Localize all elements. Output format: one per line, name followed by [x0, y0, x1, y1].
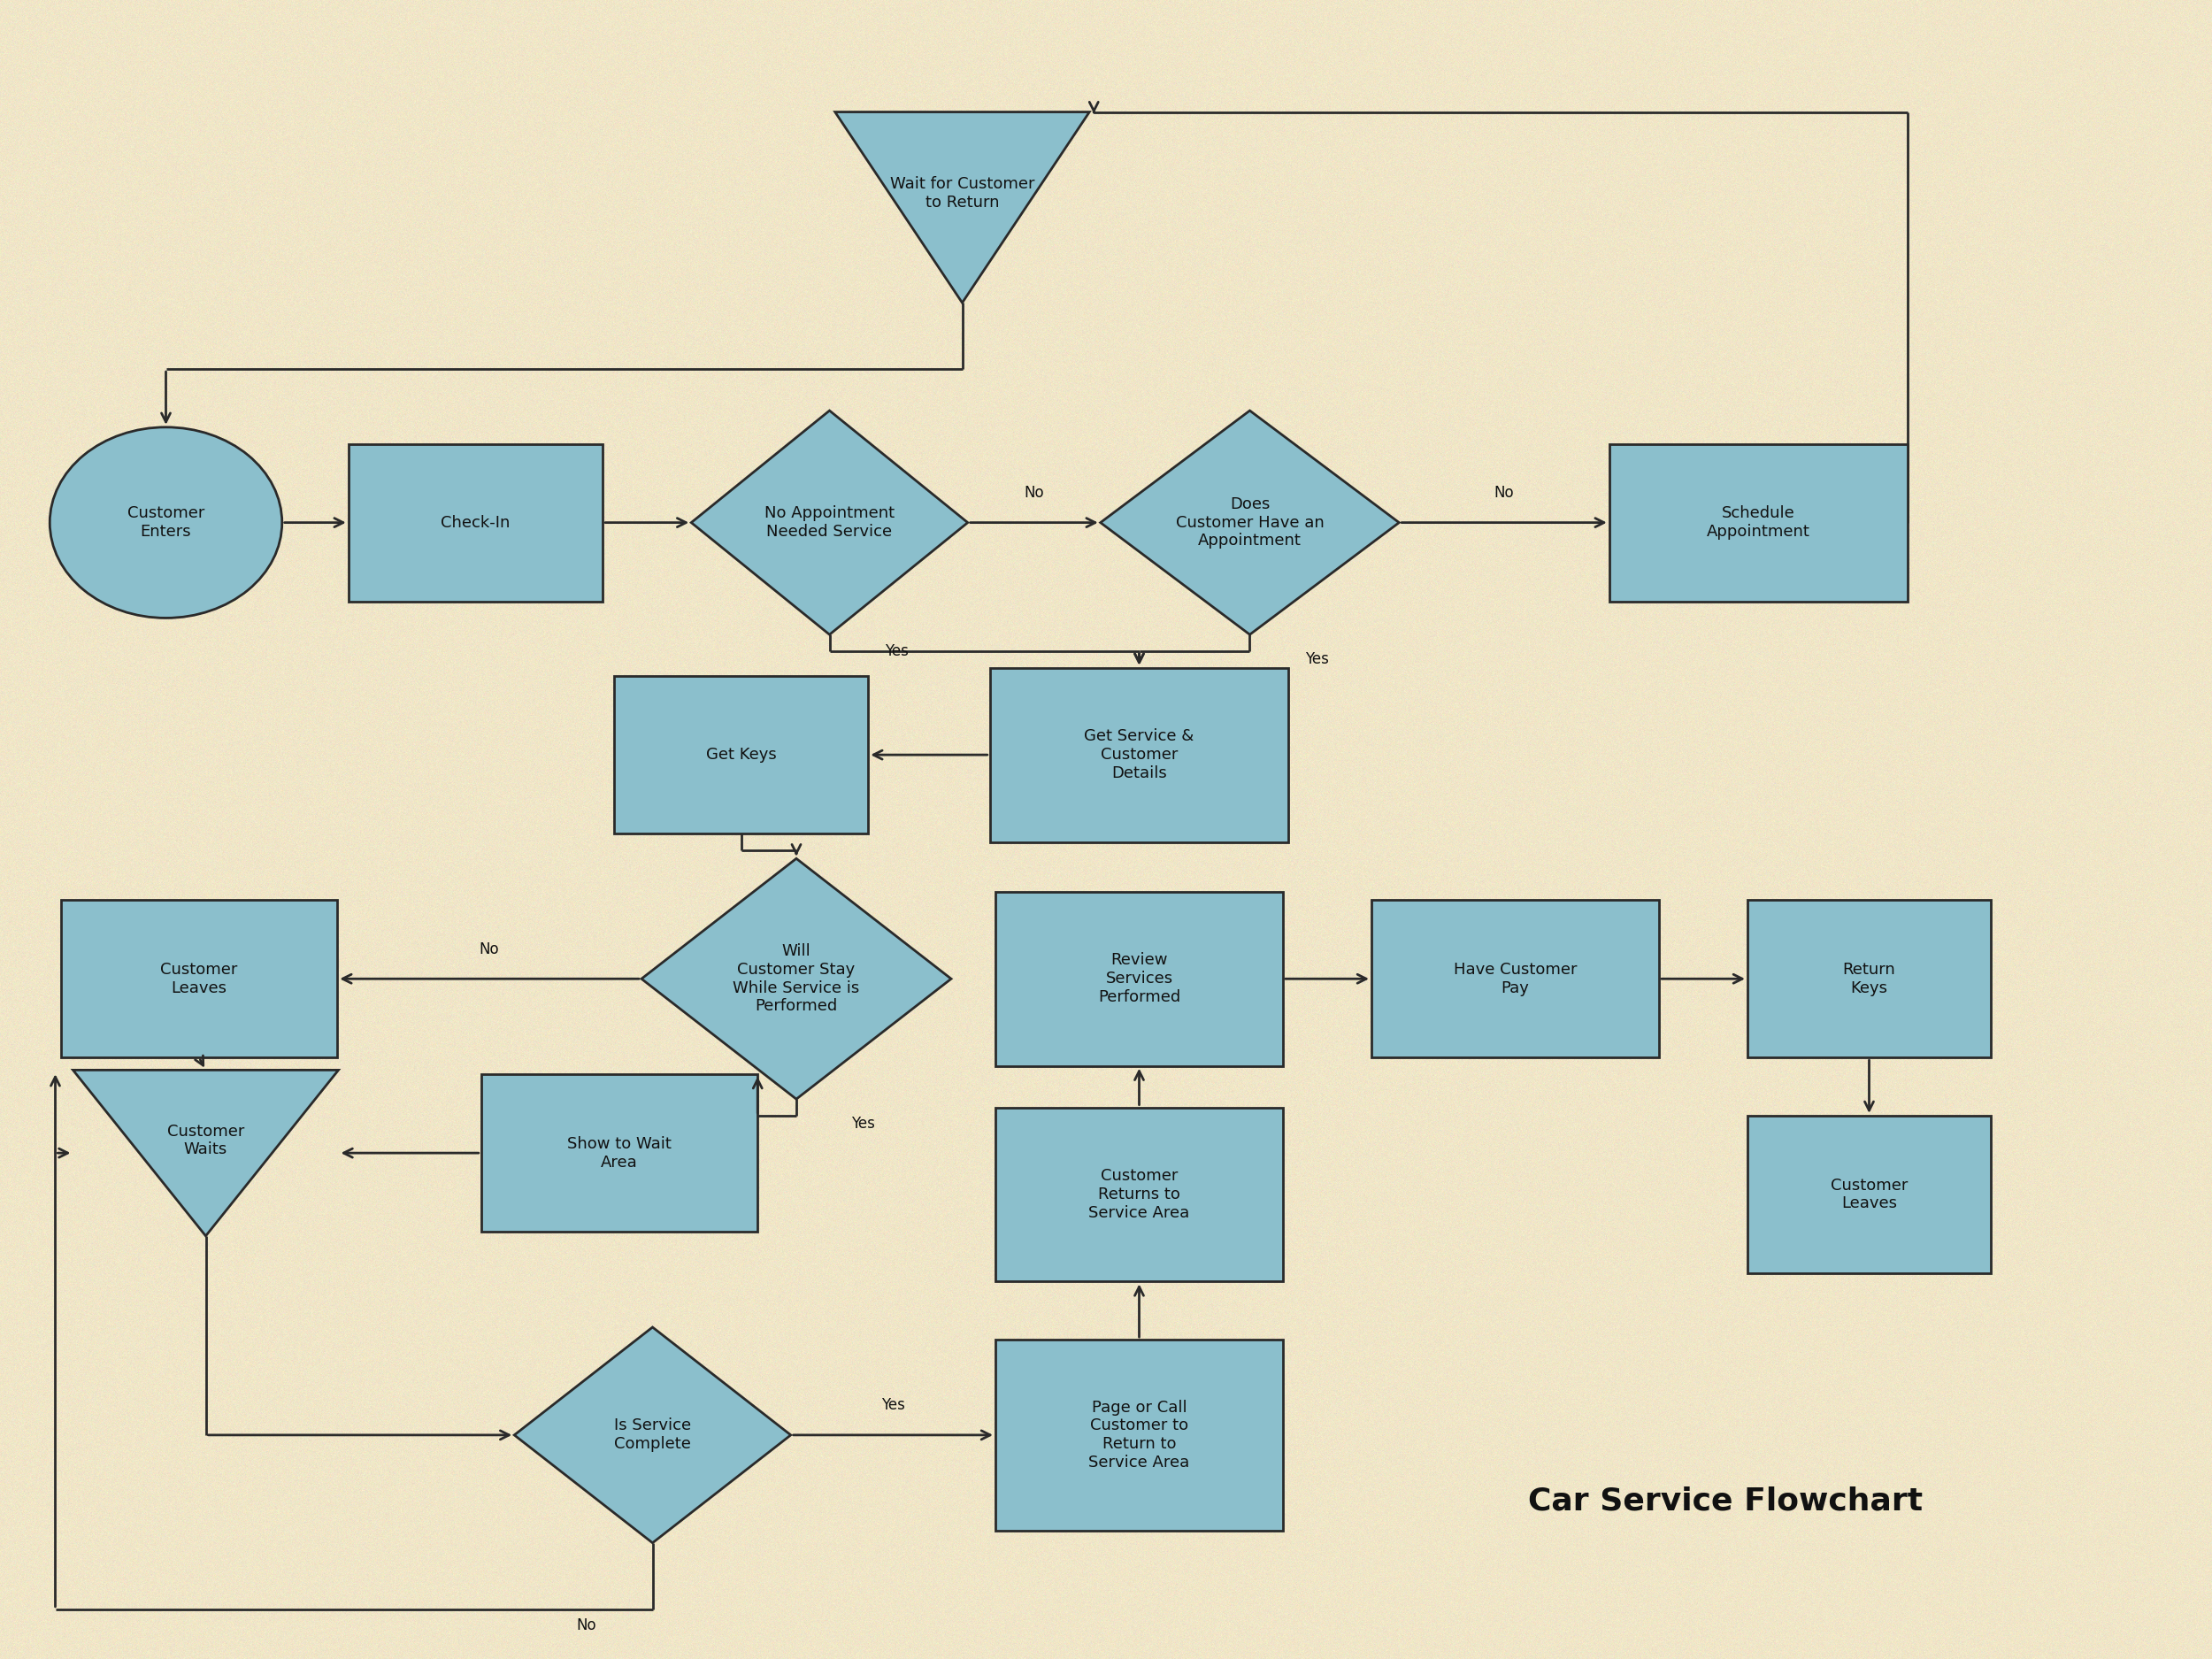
- Text: Check-In: Check-In: [440, 514, 511, 531]
- Text: Get Keys: Get Keys: [706, 747, 776, 763]
- Text: Page or Call
Customer to
Return to
Service Area: Page or Call Customer to Return to Servi…: [1088, 1400, 1190, 1470]
- Polygon shape: [690, 410, 969, 634]
- Text: Is Service
Complete: Is Service Complete: [615, 1418, 690, 1452]
- Text: No: No: [1024, 484, 1044, 501]
- Text: Customer
Waits: Customer Waits: [168, 1123, 243, 1158]
- Ellipse shape: [51, 426, 283, 617]
- FancyBboxPatch shape: [1371, 899, 1659, 1058]
- Text: Car Service Flowchart: Car Service Flowchart: [1528, 1486, 1922, 1516]
- Text: No: No: [575, 1618, 597, 1634]
- Text: Get Service &
Customer
Details: Get Service & Customer Details: [1084, 728, 1194, 781]
- Polygon shape: [73, 1070, 338, 1236]
- FancyBboxPatch shape: [995, 1108, 1283, 1281]
- Text: Yes: Yes: [880, 1397, 905, 1413]
- Polygon shape: [1099, 410, 1398, 634]
- FancyBboxPatch shape: [1747, 899, 1991, 1058]
- Text: Schedule
Appointment: Schedule Appointment: [1708, 506, 1809, 539]
- Text: No Appointment
Needed Service: No Appointment Needed Service: [765, 506, 894, 539]
- Polygon shape: [641, 859, 951, 1100]
- FancyBboxPatch shape: [1747, 1115, 1991, 1274]
- Text: Show to Wait
Area: Show to Wait Area: [566, 1136, 672, 1170]
- FancyBboxPatch shape: [991, 667, 1287, 841]
- Text: Review
Services
Performed: Review Services Performed: [1097, 952, 1181, 1005]
- Text: No: No: [1493, 484, 1515, 501]
- Polygon shape: [836, 113, 1091, 302]
- Text: Yes: Yes: [1305, 652, 1329, 667]
- Text: Customer
Leaves: Customer Leaves: [1832, 1178, 1907, 1211]
- FancyBboxPatch shape: [995, 893, 1283, 1065]
- FancyBboxPatch shape: [60, 899, 336, 1058]
- Text: Customer
Returns to
Service Area: Customer Returns to Service Area: [1088, 1168, 1190, 1221]
- Text: Does
Customer Have an
Appointment: Does Customer Have an Appointment: [1175, 496, 1325, 549]
- FancyBboxPatch shape: [482, 1075, 759, 1231]
- Polygon shape: [513, 1327, 792, 1543]
- FancyBboxPatch shape: [1610, 443, 1907, 601]
- FancyBboxPatch shape: [615, 677, 867, 833]
- Text: Will
Customer Stay
While Service is
Performed: Will Customer Stay While Service is Perf…: [732, 944, 860, 1014]
- FancyBboxPatch shape: [349, 443, 602, 601]
- Text: Yes: Yes: [852, 1117, 876, 1131]
- Text: No: No: [480, 941, 500, 957]
- FancyBboxPatch shape: [995, 1340, 1283, 1530]
- Text: Yes: Yes: [885, 644, 909, 659]
- Text: Return
Keys: Return Keys: [1843, 962, 1896, 995]
- Text: Have Customer
Pay: Have Customer Pay: [1453, 962, 1577, 995]
- Text: Customer
Enters: Customer Enters: [128, 506, 204, 539]
- Text: Wait for Customer
to Return: Wait for Customer to Return: [889, 176, 1035, 211]
- Text: Customer
Leaves: Customer Leaves: [161, 962, 237, 995]
